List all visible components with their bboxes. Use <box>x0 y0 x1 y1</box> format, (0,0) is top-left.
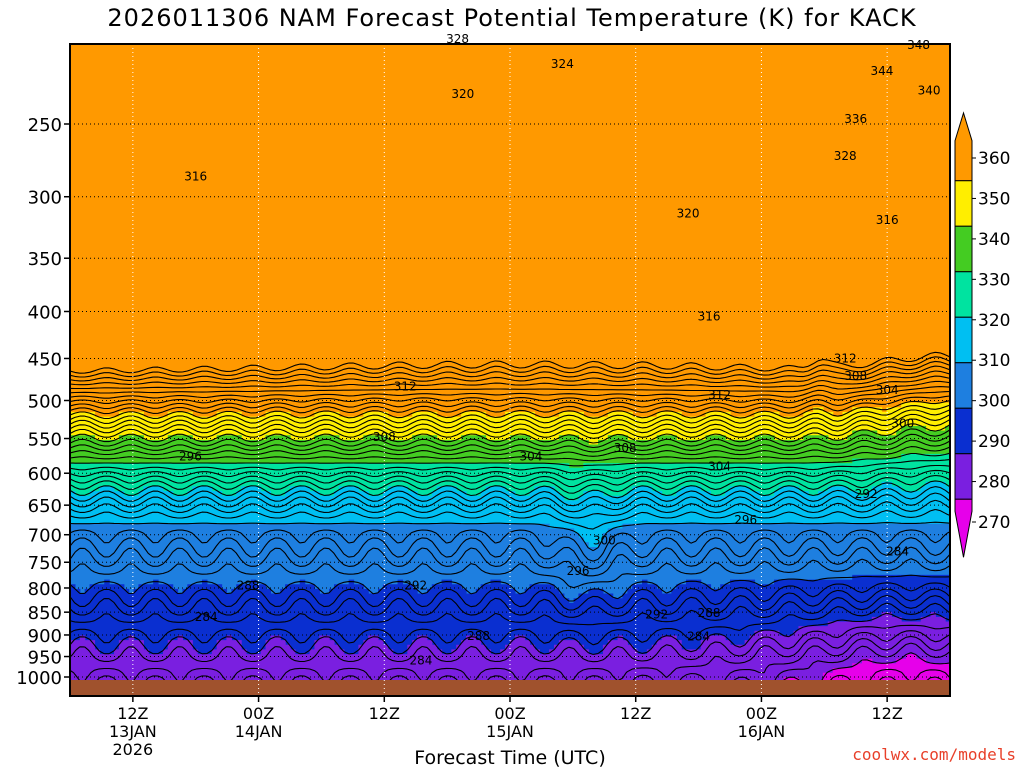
colorbar-swatch <box>954 453 973 500</box>
contour-label: 296 <box>567 564 590 578</box>
colorbar-label: 350 <box>978 189 1010 209</box>
y-tick-label: 300 <box>28 188 62 209</box>
colorbar: 360 350 340 330 320 310 300 290 280 270 <box>954 111 1010 558</box>
contour-label: 308 <box>373 430 396 444</box>
contour-label: 288 <box>698 606 721 620</box>
contour-label: 304 <box>876 383 899 397</box>
x-tick-date: 14JAN <box>235 722 283 741</box>
colorbar-label: 280 <box>978 473 1010 493</box>
colorbar-label: 300 <box>978 392 1010 412</box>
contour-label: 308 <box>844 369 867 383</box>
contour-label: 324 <box>551 57 574 71</box>
x-tick-label: 00Z <box>243 704 274 723</box>
y-tick-label: 950 <box>28 648 62 669</box>
x-tick-label: 12Z <box>369 704 400 723</box>
contour-label: 308 <box>614 441 637 455</box>
contour-label: 300 <box>891 417 914 431</box>
contour-label: 284 <box>687 629 710 643</box>
y-tick-label: 700 <box>28 526 62 547</box>
contour-label: 316 <box>184 169 207 183</box>
colorbar-swatch <box>954 362 973 409</box>
y-tick-label: 1000 <box>16 668 62 689</box>
y-tick-label: 900 <box>28 626 62 647</box>
contour-label: 284 <box>409 654 432 668</box>
colorbar-label: 360 <box>978 149 1010 169</box>
y-tick-label: 450 <box>28 349 62 370</box>
contour-label: 296 <box>179 449 202 463</box>
colorbar-bottom-arrow <box>954 498 973 558</box>
y-tick-label: 650 <box>28 496 62 517</box>
contour-label: 312 <box>834 351 857 365</box>
contour-label: 292 <box>645 608 668 622</box>
colorbar-label: 310 <box>978 351 1010 371</box>
contour-label: 300 <box>593 533 616 547</box>
y-tick-label: 350 <box>28 249 62 270</box>
contour-label: 336 <box>844 112 867 126</box>
y-tick-label: 550 <box>28 430 62 451</box>
colorbar-label: 270 <box>978 513 1010 533</box>
chart-title: 2026011306 NAM Forecast Potential Temper… <box>107 4 917 32</box>
y-tick-label: 850 <box>28 603 62 624</box>
colorbar-swatch <box>954 407 973 455</box>
contour-label: 284 <box>195 610 218 624</box>
x-tick-label: 00Z <box>746 704 777 723</box>
colorbar-label: 330 <box>978 270 1010 290</box>
contour-label: 312 <box>394 380 417 394</box>
contour-label: 344 <box>870 64 893 78</box>
colorbar-swatch <box>954 316 973 364</box>
contour-label: 316 <box>876 213 899 227</box>
x-tick-date: 13JAN <box>109 722 157 741</box>
contour-fill-band <box>70 44 950 418</box>
contour-label: 304 <box>708 460 731 474</box>
contour-labels: 328 324 320 316 320 316 316 312 312 312 308 304 308 3… <box>179 32 941 668</box>
x-tick-date: 15JAN <box>486 722 534 741</box>
x-axis-label: Forecast Time (UTC) <box>414 747 605 768</box>
colorbar-swatch <box>954 271 973 318</box>
y-tick-label: 500 <box>28 392 62 413</box>
x-tick-label: 12Z <box>117 704 148 723</box>
y-tick-label: 250 <box>28 115 62 136</box>
colorbar-label: 290 <box>978 432 1010 452</box>
y-tick-label: 800 <box>28 579 62 600</box>
contour-label: 320 <box>451 87 474 101</box>
x-tick-label: 00Z <box>494 704 525 723</box>
contour-label: 292 <box>855 487 878 501</box>
contour-fill-band <box>70 612 950 696</box>
contour-label: 312 <box>708 388 731 402</box>
colorbar-label: 320 <box>978 311 1010 331</box>
colorbar-swatch <box>954 180 973 227</box>
colorbar-swatch <box>954 225 973 273</box>
contour-label: 284 <box>886 544 909 558</box>
y-tick-label: 600 <box>28 464 62 485</box>
contour-label: 320 <box>677 207 700 221</box>
y-tick-label: 400 <box>28 302 62 323</box>
grid <box>70 44 950 696</box>
contour-label: 296 <box>734 513 757 527</box>
colorbar-top-arrow <box>954 111 973 182</box>
contour-label: 288 <box>467 629 490 643</box>
contour-label: 292 <box>404 578 427 592</box>
colorbar-label: 340 <box>978 230 1010 250</box>
x-tick-label: 12Z <box>871 704 902 723</box>
contour-label: 316 <box>698 309 721 323</box>
x-tick-label: 12Z <box>620 704 651 723</box>
contour-fill-band <box>70 481 950 548</box>
x-tick-year: 2026 <box>112 740 153 759</box>
y-axis: 2503003504004505005506006507007508008509… <box>16 115 70 689</box>
credit-link[interactable]: coolwx.com/models <box>852 745 1016 764</box>
contour-label: 328 <box>834 149 857 163</box>
contour-label: 328 <box>446 32 469 46</box>
contour-label: 288 <box>237 578 260 592</box>
x-tick-date: 16JAN <box>738 722 786 741</box>
contour-label: 340 <box>918 84 941 98</box>
contour-label: 304 <box>519 449 542 463</box>
y-tick-label: 750 <box>28 553 62 574</box>
